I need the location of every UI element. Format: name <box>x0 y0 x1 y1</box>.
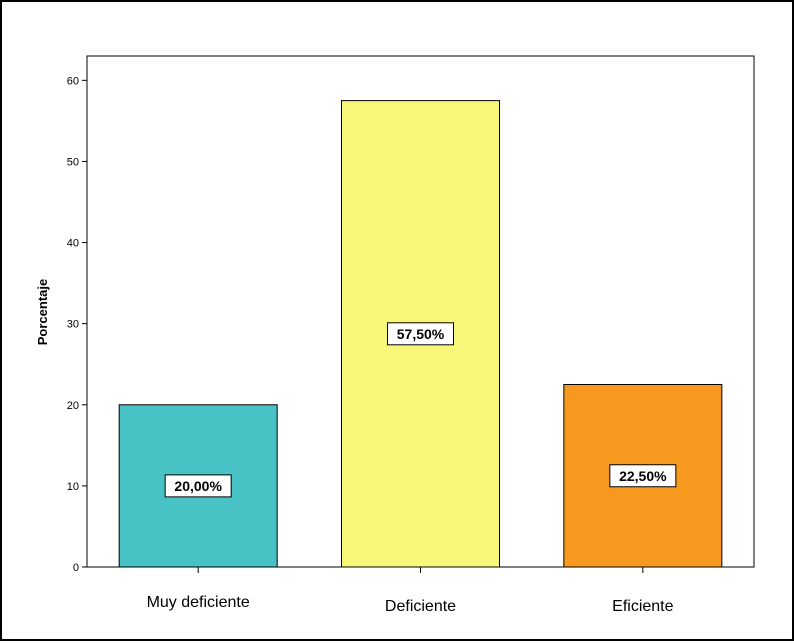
y-axis-label: Porcentaje <box>35 279 50 345</box>
x-tick-label: Deficiente <box>385 598 456 615</box>
y-tick-label: 60 <box>67 75 79 87</box>
x-axis: Muy deficiente Deficiente Eficiente <box>147 567 674 615</box>
y-tick-label: 30 <box>67 319 79 331</box>
y-tick-label: 50 <box>67 156 79 168</box>
bars-group: 20,00% 57,50% 22,50% <box>118 100 723 568</box>
data-label-box <box>609 464 677 488</box>
data-label: 22,50% <box>619 468 667 484</box>
y-tick-label: 40 <box>67 238 79 250</box>
y-tick-label: 20 <box>67 400 79 412</box>
x-tick-label: Eficiente <box>612 598 673 615</box>
data-label-box <box>164 474 232 498</box>
x-tick-label: Muy deficiente <box>147 594 250 611</box>
y-tick-label: 0 <box>73 562 79 574</box>
data-label: 20,00% <box>174 478 222 494</box>
data-label-box <box>387 322 454 346</box>
data-label: 57,50% <box>397 326 445 342</box>
y-tick-label: 10 <box>67 481 79 493</box>
y-axis: 0 10 20 30 40 50 60 <box>67 75 87 574</box>
